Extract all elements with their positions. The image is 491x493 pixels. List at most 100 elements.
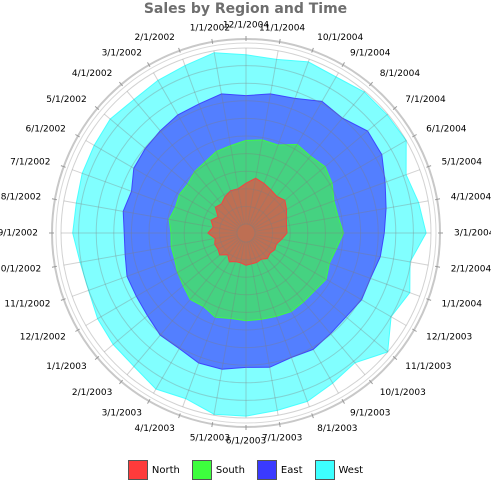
axis-tick: [369, 379, 373, 385]
category-label: 6/1/2004: [426, 125, 467, 135]
grid-spoke: [126, 239, 241, 376]
axis-tick: [435, 198, 441, 201]
legend-swatch: [127, 460, 148, 480]
grid-spoke: [247, 241, 279, 416]
grid-spoke: [103, 113, 240, 228]
grid-ring: [60, 47, 432, 419]
category-label: 4/1/2004: [451, 192, 491, 202]
legend: North South East West: [0, 459, 491, 481]
axis-tick: [341, 399, 345, 404]
grid-spoke: [251, 90, 366, 227]
axis-tick: [119, 379, 123, 385]
grid-spoke: [72, 235, 238, 297]
axis-tick: [147, 62, 151, 67]
axis-tick: [51, 265, 57, 268]
legend-swatch: [191, 460, 212, 480]
axis-tick: [435, 265, 441, 268]
axis-tick: [94, 356, 100, 360]
axis-tick: [75, 328, 80, 332]
grid-spoke: [250, 72, 339, 226]
category-label: 3/1/2003: [102, 409, 142, 419]
axis-tick: [147, 399, 151, 404]
grid-ring: [201, 188, 291, 278]
category-label: 4/1/2002: [72, 69, 112, 79]
legend-swatch: [256, 460, 277, 480]
category-label: 3/1/2004: [454, 229, 491, 239]
category-label: 4/1/2003: [134, 424, 174, 434]
grid-spoke: [252, 238, 389, 353]
grid-spoke: [213, 241, 245, 416]
grid-spoke: [248, 241, 310, 407]
category-label: 11/1/2002: [4, 300, 50, 310]
category-label: 2/1/2002: [134, 33, 174, 43]
axis-tick: [211, 422, 214, 428]
category-label: 5/1/2002: [46, 95, 86, 105]
axis-tick: [369, 81, 373, 87]
legend-item-north: North: [127, 460, 180, 480]
category-label: 6/1/2003: [226, 437, 266, 447]
grid-ring: [166, 153, 326, 313]
axis-tick: [51, 198, 57, 201]
axis-tick: [311, 413, 314, 419]
grid-spoke: [182, 59, 244, 225]
grid-spoke: [251, 239, 366, 376]
grid-spoke: [72, 169, 238, 231]
category-label: 2/1/2004: [451, 265, 491, 275]
axis-tick: [94, 106, 100, 110]
grid-ring: [78, 65, 414, 401]
category-label: 5/1/2003: [190, 433, 230, 443]
axis-tick: [211, 38, 214, 44]
category-label: 8/1/2004: [380, 69, 421, 79]
axis-tick: [341, 62, 345, 67]
axis-tick: [426, 165, 432, 168]
axis-tick: [278, 422, 281, 428]
grid-spoke: [103, 238, 240, 353]
axis-tick: [412, 328, 417, 332]
axis-tick: [75, 134, 80, 138]
grid-ring: [95, 82, 397, 384]
grid-spoke: [250, 240, 339, 394]
category-label: 7/1/2002: [10, 157, 50, 167]
category-label: 5/1/2004: [442, 157, 483, 167]
category-label: 7/1/2003: [262, 433, 302, 443]
grid-spoke: [253, 140, 407, 229]
axis-tick: [119, 81, 123, 87]
category-label: 9/1/2004: [350, 48, 391, 58]
grid-spoke: [213, 50, 245, 225]
legend-label: West: [338, 464, 364, 476]
axis-tick: [178, 413, 181, 419]
category-label: 6/1/2002: [25, 125, 65, 135]
category-label: 10/1/2003: [380, 388, 426, 398]
category-label: 12/1/2004: [223, 21, 269, 31]
grid-spoke: [254, 169, 420, 231]
grid-spoke: [254, 234, 429, 266]
category-label: 12/1/2002: [20, 333, 66, 343]
legend-label: East: [280, 464, 303, 476]
grid-spoke: [252, 113, 389, 228]
category-label: 7/1/2004: [405, 95, 446, 105]
grid-ring: [148, 135, 344, 331]
axis-tick: [412, 134, 417, 138]
category-label: 1/1/2004: [442, 300, 483, 310]
legend-label: South: [215, 464, 245, 476]
grid-spoke: [63, 200, 238, 232]
category-label: 8/1/2002: [1, 192, 41, 202]
category-label: 11/1/2004: [259, 24, 305, 34]
grid-spoke: [254, 235, 420, 297]
axis-tick: [178, 47, 181, 53]
category-label: 9/1/2002: [0, 229, 38, 239]
grid-spoke: [85, 140, 239, 229]
legend-item-west: West: [314, 460, 364, 480]
category-label: 3/1/2002: [102, 48, 142, 58]
grid-ring: [218, 205, 274, 261]
grid-spoke: [247, 50, 279, 225]
category-label: 1/1/2002: [190, 24, 230, 34]
series-area-north: [207, 177, 288, 266]
category-label: 9/1/2003: [350, 409, 390, 419]
grid-spoke: [253, 237, 407, 326]
axis-tick: [60, 298, 66, 301]
category-label: 10/1/2002: [0, 265, 41, 275]
legend-label: North: [151, 464, 180, 476]
